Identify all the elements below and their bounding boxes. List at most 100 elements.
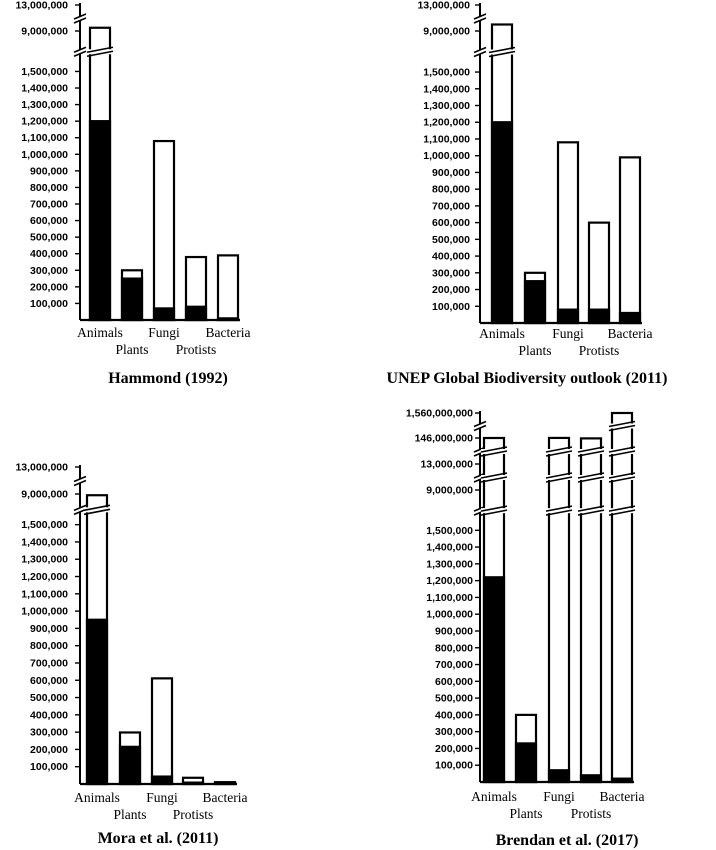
y-tick-label: 1,200,000 (21, 571, 68, 583)
y-tick-label: 500,000 (30, 692, 68, 704)
y-axis-break-line-a (73, 475, 87, 483)
y-tick-label: 1,400,000 (21, 536, 68, 548)
y-tick-label: 9,000,000 (21, 489, 68, 501)
chart-title: UNEP Global Biodiversity outlook (2011) (387, 370, 668, 387)
category-label-animals: Animals (74, 790, 120, 805)
y-tick-label: 1,000,000 (21, 149, 68, 161)
bar-break-line-a (545, 472, 573, 479)
bar-described-plants (514, 742, 538, 784)
chart-panel-hammond-1992: 100,000 200,000 300,000 400,000 500,000 600,0… (15, 0, 250, 387)
y-tick-label: 500,000 (432, 234, 470, 246)
y-tick-label: 146,000,000 (415, 433, 474, 445)
bar-break-gap (609, 423, 635, 429)
y-tick-label: 300,000 (432, 267, 470, 279)
bar-total-fungi (556, 141, 580, 325)
y-axis-break-gap (74, 478, 86, 484)
y-tick-label: 800,000 (30, 640, 68, 652)
bar-break-line-b (577, 509, 605, 516)
y-axis-break-gap (474, 475, 486, 480)
y-axis-break-line-a (73, 46, 87, 53)
y-tick-label: 1,000,000 (21, 606, 68, 618)
category-label-plants: Plants (509, 806, 542, 821)
bar-break-gap (578, 475, 604, 480)
bar-total-protists (587, 221, 611, 325)
y-tick-label: 900,000 (30, 623, 68, 635)
bar-break-gap (84, 507, 110, 513)
category-label-fungi: Fungi (543, 789, 575, 804)
bar-break-line-a (545, 505, 573, 512)
bar-break-line-b (545, 476, 573, 483)
y-tick-label: 200,000 (30, 744, 68, 756)
category-label-protists: Protists (176, 342, 217, 357)
bar-break-line-a (608, 472, 636, 479)
y-axis-break-gap (74, 507, 86, 513)
y-tick-label: 700,000 (30, 199, 68, 211)
y-tick-label: 9,000,000 (423, 26, 470, 38)
y-axis-break-gap (474, 508, 486, 514)
bar-break-gap (87, 49, 113, 55)
bar-total-fungi (152, 139, 176, 322)
y-axis-break-line-b (473, 424, 487, 432)
y-tick-label: 400,000 (30, 248, 68, 260)
category-label-protists: Protists (571, 806, 612, 821)
bar-total-fungi (547, 436, 571, 784)
bar-break-line-a (608, 420, 636, 428)
y-axis-break-gap (74, 49, 86, 55)
bar-break-line-b (480, 476, 508, 483)
bar-break-gap (609, 449, 635, 454)
y-tick-label: 1,100,000 (423, 133, 470, 145)
bar-described-fungi (150, 775, 174, 786)
y-axis-break-gap (474, 423, 486, 429)
bar-break-gap (609, 508, 635, 514)
y-axis-break-line-a (473, 420, 487, 428)
bar-break-line-a (480, 446, 508, 453)
category-label-fungi: Fungi (146, 790, 178, 805)
bar-break-line-b (480, 450, 508, 457)
y-tick-label: 200,000 (432, 284, 470, 296)
bar-break-line-b (608, 450, 636, 457)
y-tick-label: 600,000 (30, 215, 68, 227)
bar-total-bacteria (216, 254, 240, 322)
chart-title: Brendan et al. (2017) (496, 832, 639, 849)
category-label-plants: Plants (113, 807, 146, 822)
bar-described-bacteria (618, 311, 642, 325)
category-label-fungi: Fungi (148, 325, 180, 340)
y-tick-label: 13,000,000 (15, 0, 68, 12)
bar-described-fungi (547, 769, 571, 784)
y-tick-label: 500,000 (30, 232, 68, 244)
y-tick-label: 1,400,000 (423, 83, 470, 95)
bar-break-line-a (608, 505, 636, 512)
bar-break-line-b (480, 509, 508, 516)
bar-break-line-b (577, 476, 605, 483)
y-tick-label: 900,000 (432, 167, 470, 179)
bar-described-animals (85, 618, 109, 786)
bar-break-line-b (608, 509, 636, 516)
y-axis-break-line-b (473, 50, 487, 58)
y-tick-label: 1,000,000 (426, 609, 473, 621)
bar-break-gap (578, 508, 604, 514)
bar-total-fungi (150, 677, 174, 786)
y-tick-label: 800,000 (432, 184, 470, 196)
y-tick-label: 1,000,000 (423, 150, 470, 162)
y-tick-label: 600,000 (30, 675, 68, 687)
y-tick-label: 1,560,000,000 (406, 408, 473, 420)
bar-total-protists (579, 437, 603, 784)
bar-break-gap (546, 508, 572, 514)
bar-described-bacteria (213, 781, 237, 786)
chart-title: Hammond (1992) (108, 370, 228, 387)
bar-break-line-a (577, 505, 605, 512)
bar-break-line-b (83, 508, 111, 516)
category-label-bacteria: Bacteria (600, 789, 645, 804)
bar-described-protists (587, 308, 611, 325)
y-axis-break-line-a (73, 504, 87, 512)
bar-break-gap (481, 475, 507, 480)
bar-break-line-a (83, 504, 111, 512)
y-tick-label: 900,000 (30, 165, 68, 177)
y-tick-label: 13,000,000 (417, 0, 470, 12)
y-tick-label: 800,000 (30, 182, 68, 194)
y-tick-label: 1,500,000 (423, 67, 470, 79)
bar-break-gap (481, 449, 507, 454)
y-tick-label: 1,500,000 (426, 525, 473, 537)
bar-break-gap (609, 475, 635, 480)
y-tick-label: 13,000,000 (15, 462, 68, 474)
